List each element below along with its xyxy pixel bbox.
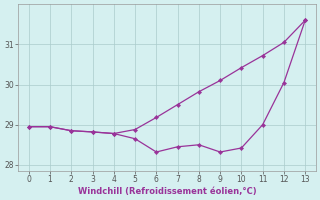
X-axis label: Windchill (Refroidissement éolien,°C): Windchill (Refroidissement éolien,°C) [78,187,256,196]
